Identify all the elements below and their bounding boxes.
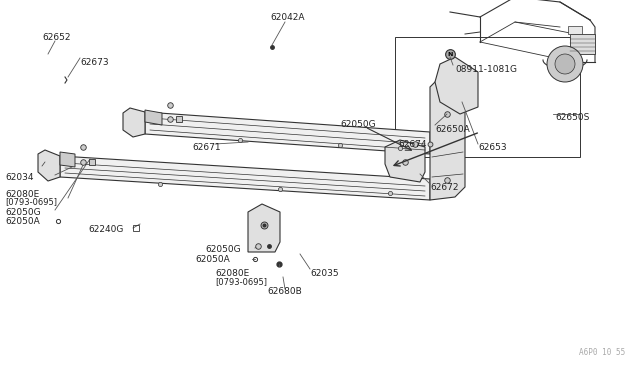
Text: 62042A: 62042A: [270, 13, 305, 22]
Circle shape: [555, 54, 575, 74]
Text: [0793-0695]: [0793-0695]: [5, 198, 57, 206]
Bar: [176, 116, 182, 122]
Polygon shape: [435, 57, 478, 114]
Text: 62080E: 62080E: [215, 269, 249, 279]
Polygon shape: [60, 152, 75, 167]
Text: 62050G: 62050G: [205, 246, 241, 254]
Text: 62673: 62673: [80, 58, 109, 67]
Bar: [89, 159, 95, 165]
Text: N: N: [447, 51, 452, 57]
Text: 62035: 62035: [310, 269, 339, 279]
Text: 62034: 62034: [5, 173, 33, 182]
Text: 62671: 62671: [192, 142, 221, 151]
Text: 08911-1081G: 08911-1081G: [455, 64, 517, 74]
Polygon shape: [145, 110, 162, 125]
Text: 62050G: 62050G: [5, 208, 40, 217]
Text: [0793-0695]: [0793-0695]: [215, 278, 267, 286]
Text: 62650A: 62650A: [435, 125, 470, 134]
Text: 62674: 62674: [398, 140, 426, 148]
Text: 62672: 62672: [430, 183, 458, 192]
Polygon shape: [248, 204, 280, 252]
Text: A6P0 10 55: A6P0 10 55: [579, 348, 625, 357]
Text: 62240G: 62240G: [88, 224, 124, 234]
Polygon shape: [60, 156, 430, 200]
Polygon shape: [430, 72, 465, 200]
Bar: [568, 26, 582, 34]
Text: 62680B: 62680B: [267, 288, 301, 296]
Text: 62650S: 62650S: [555, 112, 589, 122]
Text: 62050A: 62050A: [5, 217, 40, 225]
Text: 62652: 62652: [42, 32, 70, 42]
Bar: [570, 34, 595, 54]
Polygon shape: [145, 112, 430, 154]
Polygon shape: [38, 150, 60, 181]
Text: 62050G: 62050G: [340, 119, 376, 128]
Text: 62050A: 62050A: [195, 254, 230, 263]
Text: 62653: 62653: [478, 142, 507, 151]
Polygon shape: [385, 140, 425, 182]
Bar: [395, 37, 580, 157]
Text: 62080E: 62080E: [5, 189, 39, 199]
Bar: [133, 225, 139, 231]
Polygon shape: [123, 108, 145, 137]
Circle shape: [547, 46, 583, 82]
